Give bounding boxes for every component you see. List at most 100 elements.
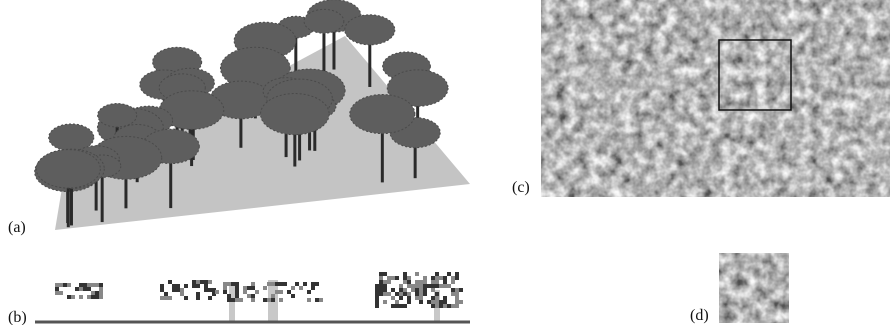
voxel [160,284,164,288]
voxel [192,284,196,288]
voxel [291,294,295,298]
voxel [231,282,235,286]
voxel [243,290,247,294]
voxel [59,283,63,287]
voxel [235,286,239,290]
voxel [303,282,307,286]
voxel [204,288,208,292]
voxel [59,291,63,295]
voxel [168,280,172,284]
voxel [419,280,423,284]
voxel [435,284,439,288]
voxel [67,295,71,299]
voxel [208,296,212,300]
voxel [160,288,164,292]
voxel [192,280,196,284]
voxel [455,288,459,292]
voxel [255,290,259,294]
voxel [415,288,419,292]
voxel [184,284,188,288]
voxel [243,286,247,290]
voxel [431,296,435,300]
voxel [451,276,455,280]
voxel [311,286,315,290]
voxel [435,304,439,308]
voxel [419,284,423,288]
voxel [399,296,403,300]
voxel [435,280,439,284]
voxel [427,300,431,304]
voxel [447,272,451,276]
voxel [375,304,379,308]
voxel [387,276,391,280]
voxel [383,272,387,276]
voxel [443,280,447,284]
voxel [87,283,91,287]
voxel [164,292,168,296]
voxel [55,287,59,291]
voxel [387,280,391,284]
voxel [196,292,200,296]
voxel [176,284,180,288]
voxel [423,284,427,288]
voxel [431,288,435,292]
voxel [99,295,103,299]
voxel [395,292,399,296]
voxel [451,280,455,284]
voxel [79,287,83,291]
voxel [283,282,287,286]
voxel [279,282,283,286]
voxel [319,298,323,302]
voxel [395,276,399,280]
voxel [379,276,383,280]
voxel [423,292,427,296]
voxel [399,288,403,292]
voxel [443,304,447,308]
voxel [55,291,59,295]
voxel [99,283,103,287]
voxel [235,290,239,294]
voxel [235,282,239,286]
voxel [275,290,279,294]
voxel [439,304,443,308]
tree-canopy [98,104,137,127]
voxel [95,291,99,295]
voxel [251,286,255,290]
voxel [431,276,435,280]
panel-label: (a) [8,219,26,236]
voxel [379,280,383,284]
voxel [204,280,208,284]
voxel [263,298,267,302]
voxel [415,296,419,300]
voxel [263,286,267,290]
voxel [435,276,439,280]
trunk-bar [229,285,235,323]
voxel [407,296,411,300]
voxel [55,283,59,287]
voxel [447,304,451,308]
voxel [223,282,227,286]
voxel [375,288,379,292]
voxel [391,296,395,300]
voxel [443,284,447,288]
voxel [91,283,95,287]
voxel [247,294,251,298]
profile-group [55,272,463,323]
voxel [395,300,399,304]
voxel [172,288,176,292]
voxel [455,304,459,308]
voxel [419,288,423,292]
voxel [299,286,303,290]
voxel [391,288,395,292]
voxel [227,298,231,302]
voxel [83,283,87,287]
voxel [180,292,184,296]
voxel [184,296,188,300]
voxel [172,284,176,288]
voxel [455,300,459,304]
voxel [271,294,275,298]
voxel [427,284,431,288]
voxel [375,300,379,304]
voxel [251,294,255,298]
voxel [279,298,283,302]
